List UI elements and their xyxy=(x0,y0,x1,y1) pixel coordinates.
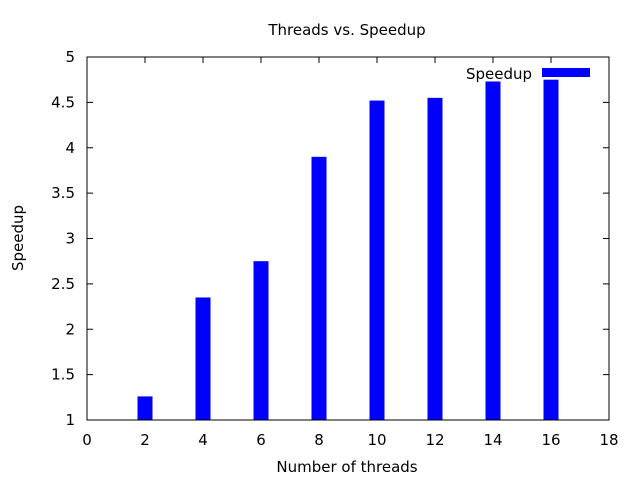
bar-threads-16 xyxy=(543,79,559,420)
y-tick-label: 3.5 xyxy=(51,184,75,202)
x-tick-label: 16 xyxy=(541,431,560,449)
x-tick-label: 0 xyxy=(82,431,92,449)
y-tick-label: 1.5 xyxy=(51,366,75,384)
plot-frame xyxy=(86,56,610,421)
y-axis-label: Speedup xyxy=(9,205,27,271)
y-tick-label: 4.5 xyxy=(51,93,75,111)
x-tick-label: 18 xyxy=(599,431,618,449)
y-tick-label: 5 xyxy=(65,48,75,66)
bar-threads-4 xyxy=(195,297,211,420)
legend-swatch xyxy=(542,68,590,77)
legend-label: Speedup xyxy=(466,65,532,83)
y-tick-label: 1 xyxy=(65,411,75,429)
axis-ticks: 0 2 4 6 8 10 12 14 16 18 1 1.5 2 2.5 3 3.5 4 4.5 5 xyxy=(51,48,618,449)
x-tick-label: 2 xyxy=(140,431,150,449)
bar-threads-10 xyxy=(369,100,385,420)
bars xyxy=(137,79,559,421)
y-tick-label: 4 xyxy=(65,139,75,157)
bar-threads-14 xyxy=(485,81,501,420)
bar-threads-2 xyxy=(137,396,153,420)
bar-threads-8 xyxy=(311,156,327,420)
bar-threads-12 xyxy=(427,97,443,421)
x-tick-label: 12 xyxy=(425,431,444,449)
x-tick-label: 10 xyxy=(367,431,386,449)
bar-threads-6 xyxy=(253,261,269,420)
x-tick-label: 8 xyxy=(314,431,324,449)
y-tick-label: 2 xyxy=(65,320,75,338)
x-axis-label: Number of threads xyxy=(276,458,417,476)
chart-title: Threads vs. Speedup xyxy=(267,21,425,39)
legend: Speedup xyxy=(466,65,590,83)
x-tick-label: 14 xyxy=(483,431,502,449)
x-tick-label: 6 xyxy=(256,431,266,449)
y-tick-label: 3 xyxy=(65,230,75,248)
y-tick-label: 2.5 xyxy=(51,275,75,293)
x-tick-label: 4 xyxy=(198,431,208,449)
